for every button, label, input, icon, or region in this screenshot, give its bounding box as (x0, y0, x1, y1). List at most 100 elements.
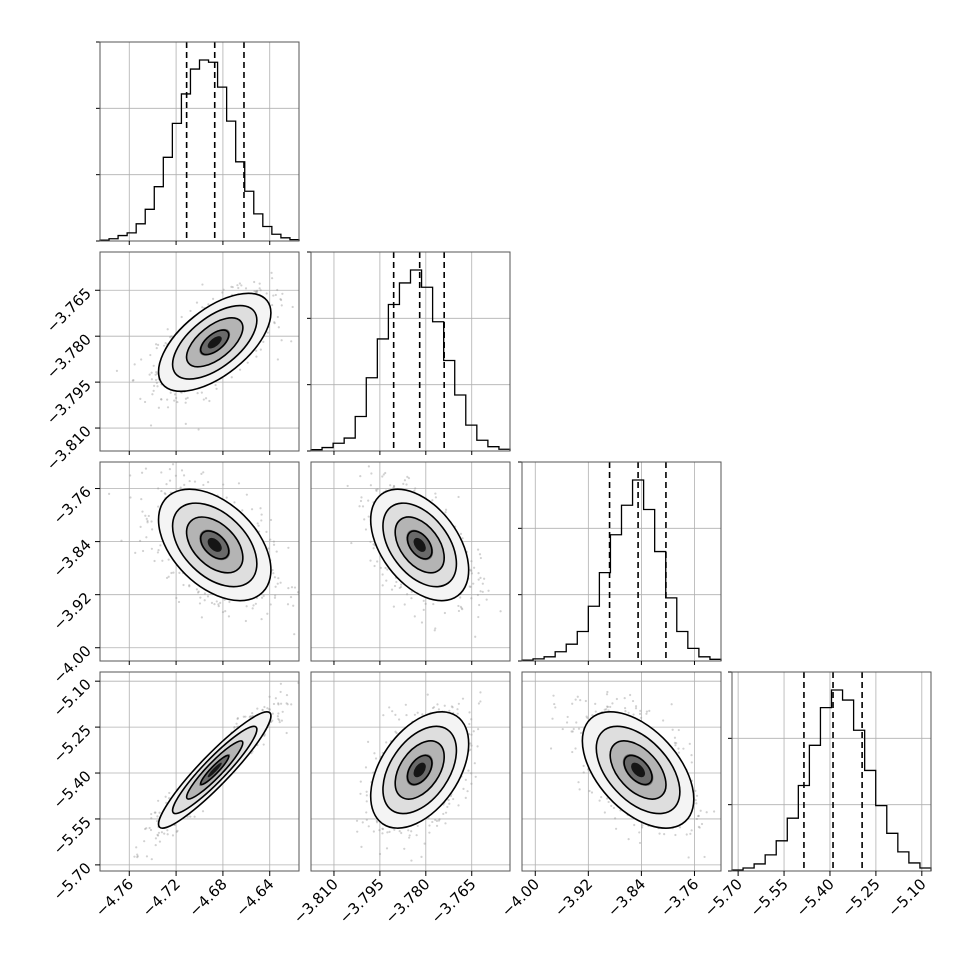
sample-dot (398, 718, 401, 721)
sample-dot (690, 761, 693, 764)
sample-dot (211, 297, 215, 300)
xtick-label-3-3: −5.25 (838, 875, 883, 920)
sample-dot (487, 589, 490, 592)
sample-dot (432, 706, 436, 709)
sample-dot (634, 707, 638, 710)
sample-dot (446, 805, 449, 809)
sample-dot (403, 479, 407, 482)
sample-dot (582, 771, 585, 774)
sample-dot (136, 856, 139, 859)
sample-dot (712, 810, 716, 813)
sample-dot (267, 547, 270, 550)
sample-dot (447, 798, 450, 802)
sample-dot (570, 730, 573, 733)
sample-dot (469, 568, 472, 571)
sample-dot (381, 828, 385, 831)
sample-dot (400, 583, 403, 586)
sample-dot (379, 566, 382, 569)
sample-dot (677, 747, 680, 750)
sample-dot (457, 804, 460, 807)
sample-dot (255, 355, 258, 358)
sample-dot (138, 539, 142, 543)
sample-dot (269, 518, 273, 522)
sample-dot (140, 471, 144, 474)
sample-dot (378, 852, 382, 856)
sample-dot (413, 489, 416, 492)
sample-dot (129, 474, 132, 477)
sample-dot (695, 817, 699, 821)
sample-dot (388, 830, 391, 833)
sample-dot (395, 580, 398, 584)
sample-dot (236, 284, 239, 287)
sample-dot (376, 487, 379, 491)
contour-2 (171, 502, 258, 588)
sample-dot (153, 559, 156, 563)
density-fill-3-0 (158, 711, 271, 829)
sample-dot (456, 708, 459, 711)
sample-dot (244, 287, 248, 290)
sample-dot (392, 605, 395, 608)
sample-dot (148, 373, 151, 376)
sample-dot (605, 708, 608, 711)
sample-dot (183, 483, 186, 486)
sample-dot (256, 707, 259, 710)
sample-dot (481, 590, 484, 593)
sample-dot (477, 615, 480, 619)
sample-dot (236, 716, 239, 720)
sample-dot (577, 781, 580, 784)
sample-dot (259, 507, 262, 510)
sample-dot (585, 715, 588, 718)
sample-dot (479, 556, 482, 560)
sample-dot (574, 698, 577, 701)
sample-dot (606, 705, 610, 708)
sample-dot (289, 595, 293, 599)
sample-dot (402, 482, 405, 485)
sample-dot (470, 718, 473, 721)
sample-dot (461, 608, 464, 611)
sample-dot (459, 596, 462, 599)
sample-dot (139, 397, 142, 400)
sample-dot (272, 572, 275, 575)
sample-dot (156, 343, 160, 346)
density-fill-1-0 (158, 293, 271, 392)
sample-dot (571, 702, 574, 705)
sample-dot (277, 326, 280, 329)
sample-dot (158, 840, 162, 843)
hist-panel-2 (518, 461, 722, 662)
xtick-label-0-3: −4.64 (232, 875, 277, 920)
sample-dot (261, 709, 264, 712)
sample-dot (182, 474, 186, 477)
xtick-label-2-1: −3.92 (551, 875, 596, 920)
hist-panel-0 (96, 41, 300, 242)
sample-dot (648, 709, 651, 713)
sample-dot (470, 569, 473, 573)
sample-dot (464, 778, 467, 781)
sample-dot (157, 487, 160, 490)
sample-dot (248, 716, 251, 719)
sample-dot (159, 544, 162, 547)
sample-dot (623, 697, 626, 700)
sample-dot (201, 283, 204, 286)
sample-dot (167, 558, 170, 561)
panel-frame-2-0 (99, 461, 300, 662)
sample-dot (381, 832, 384, 835)
sample-dot (405, 713, 408, 717)
sample-dot (174, 474, 178, 477)
sample-dot (208, 399, 211, 403)
sample-dot (276, 715, 279, 718)
sample-dot (145, 536, 148, 539)
sample-dot (473, 566, 476, 569)
sample-dot (136, 853, 139, 856)
sample-dot (133, 855, 136, 858)
sample-dot (189, 815, 192, 818)
sample-dot (633, 823, 636, 827)
sample-dot (381, 827, 384, 830)
sample-dot (373, 564, 376, 568)
sample-dot (398, 586, 401, 590)
sample-dot (460, 607, 463, 610)
sample-dot (470, 572, 474, 575)
sample-dot (375, 489, 378, 493)
contours-2-0 (157, 488, 272, 602)
xtick-label-0-2: −4.68 (186, 875, 231, 920)
sample-dot (634, 705, 638, 708)
